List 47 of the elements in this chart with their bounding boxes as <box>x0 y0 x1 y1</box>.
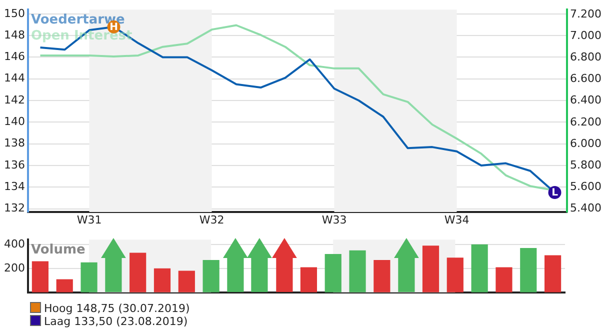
x-tick-label: W31 <box>76 213 102 226</box>
bar <box>520 248 537 292</box>
y-tick-label: 142 <box>4 93 25 106</box>
bar <box>324 254 342 292</box>
bar <box>374 260 390 292</box>
y2-tick-label: 5.800 <box>570 158 602 172</box>
annotation: L <box>552 188 559 199</box>
bar <box>80 262 98 292</box>
x-tick-label: W32 <box>199 213 224 226</box>
y-tick-label: 144 <box>4 72 25 85</box>
y-tick-label: 148 <box>4 28 25 42</box>
y2-tick-label: 5.400 <box>570 202 602 215</box>
bar <box>544 255 562 292</box>
y-tick-label: 150 <box>4 6 25 20</box>
bar <box>496 267 512 292</box>
y2-tick-label: 7.200 <box>570 7 602 20</box>
y-tick-label: 136 <box>4 158 25 172</box>
text: Laag 133,50 (23.08.2019) <box>43 315 189 328</box>
bar <box>32 261 49 292</box>
y-tick-label: 134 <box>4 180 25 193</box>
y2-tick-label: 6.400 <box>570 94 602 107</box>
bar <box>130 252 146 292</box>
bar <box>178 270 195 292</box>
y-tick-label: 146 <box>4 50 25 64</box>
bar <box>471 244 488 292</box>
bar <box>349 250 366 292</box>
y2-tick-label: 6.000 <box>570 136 602 150</box>
x-tick-label: W33 <box>322 213 347 226</box>
bar <box>300 267 318 292</box>
y-tick-label: 138 <box>4 136 25 150</box>
series-label: Volume <box>31 242 86 258</box>
bar <box>446 258 464 292</box>
x-tick-label: W34 <box>444 213 470 226</box>
y-tick-label: 132 <box>4 202 25 215</box>
text: Hoog 148,75 (30.07.2019) <box>43 302 190 315</box>
y-tick-label: 200 <box>4 261 25 274</box>
y2-tick-label: 6.800 <box>570 50 602 64</box>
y2-tick-label: 6.200 <box>570 115 602 128</box>
y2-tick-label: 7.000 <box>570 28 602 42</box>
y-tick-label: 140 <box>4 115 25 128</box>
bar <box>202 260 220 292</box>
y-tick-label: 400 <box>4 237 25 250</box>
bar <box>56 279 73 292</box>
bar <box>422 246 440 292</box>
bar <box>154 268 171 292</box>
y2-tick-label: 6.600 <box>570 72 602 86</box>
y2-tick-label: 5.600 <box>570 180 602 194</box>
